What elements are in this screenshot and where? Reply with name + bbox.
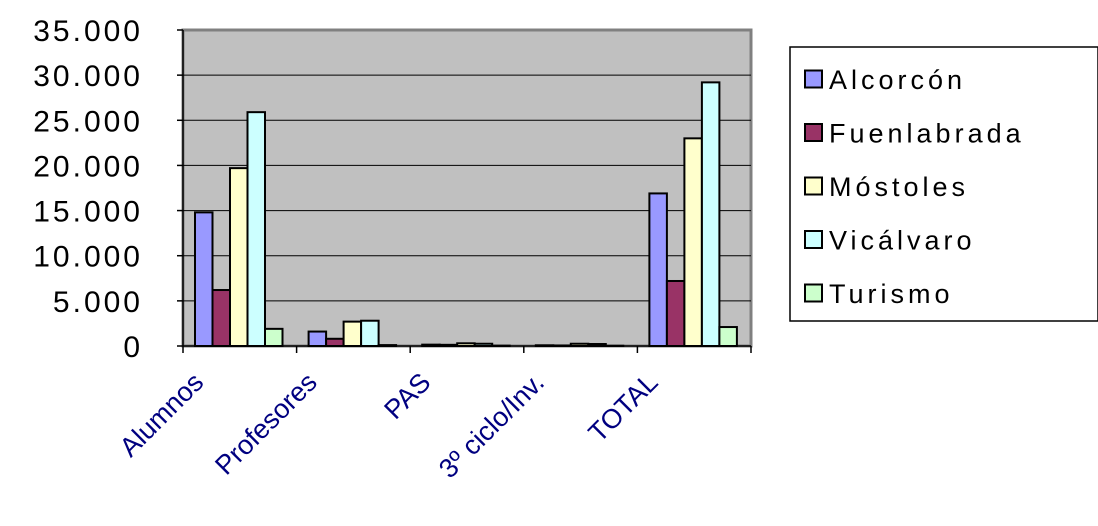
bar xyxy=(229,167,249,347)
legend-swatch xyxy=(804,69,823,89)
bar xyxy=(700,81,721,347)
bar xyxy=(307,330,328,348)
y-tick-label: 35.000 xyxy=(33,15,143,48)
y-tick-label: 15.000 xyxy=(33,196,143,229)
legend-swatch xyxy=(804,283,823,303)
bar xyxy=(665,279,686,348)
x-tick-label: Alumnos xyxy=(114,367,209,462)
legend: Alcorcón Fuenlabrada Móstoles Vicálvaro Turi… xyxy=(789,46,1098,322)
y-tick-label: 10.000 xyxy=(33,241,143,274)
bar xyxy=(211,289,231,347)
x-tick-label: PAS xyxy=(378,367,436,425)
legend-swatch xyxy=(804,123,823,142)
y-tick-label: 25.000 xyxy=(33,105,143,138)
bar xyxy=(246,111,266,347)
legend-label: Fuenlabrada xyxy=(829,119,1025,149)
bar xyxy=(683,137,703,347)
y-tick-label: 20.000 xyxy=(33,150,143,183)
bars xyxy=(194,81,738,348)
y-tick-label: 5.000 xyxy=(53,286,143,319)
x-tick-label: TOTAL xyxy=(583,367,664,448)
legend-swatch xyxy=(804,176,823,196)
legend-label: Alcorcón xyxy=(829,65,966,95)
y-tick-label: 0 xyxy=(123,331,143,364)
bar xyxy=(325,337,345,347)
legend-label: Turismo xyxy=(829,279,954,309)
y-tick-label: 30.000 xyxy=(33,60,143,93)
y-axis-ticks: 0 5.000 10.000 15.000 20.000 25.000 30.000 35.0… xyxy=(33,15,183,364)
bar xyxy=(194,211,214,347)
bar xyxy=(718,326,738,348)
legend-swatch xyxy=(804,230,823,249)
legend-label: Vicálvaro xyxy=(829,226,976,256)
x-tick-label: Profesores xyxy=(209,367,323,481)
x-tick-label: 3º ciclo/Inv. xyxy=(433,367,550,484)
axes xyxy=(182,30,751,347)
legend-label: Móstoles xyxy=(829,172,969,202)
bar xyxy=(360,319,380,348)
legend-box xyxy=(789,46,1098,322)
bar xyxy=(264,327,284,347)
bar xyxy=(648,192,668,347)
bar xyxy=(342,320,363,348)
